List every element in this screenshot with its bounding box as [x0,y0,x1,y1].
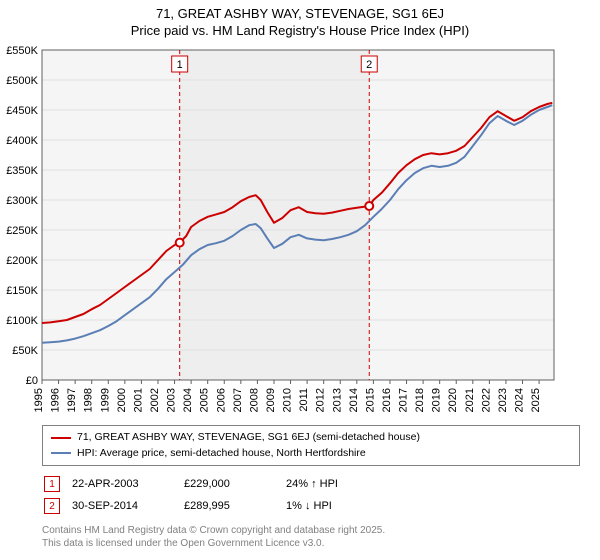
svg-text:2009: 2009 [265,388,277,412]
svg-text:1999: 1999 [99,388,111,412]
sale-date: 30-SEP-2014 [72,496,182,516]
svg-text:£100K: £100K [6,315,38,327]
sale-delta: 24% ↑ HPI [286,474,348,494]
title-line2: Price paid vs. HM Land Registry's House … [0,23,600,40]
footer-attribution: Contains HM Land Registry data © Crown c… [42,524,580,550]
chart-title: 71, GREAT ASHBY WAY, STEVENAGE, SG1 6EJ … [0,0,600,40]
svg-text:2008: 2008 [248,388,260,412]
chart-area: £0 £50K £100K £150K £200K £250K £300K £350K £400… [0,40,600,425]
svg-text:£200K: £200K [6,255,38,267]
svg-text:£400K: £400K [6,135,38,147]
svg-text:1996: 1996 [50,388,62,412]
svg-text:2012: 2012 [315,388,327,412]
legend-swatch [51,437,71,439]
svg-text:2017: 2017 [398,388,410,412]
svg-text:2021: 2021 [464,388,476,412]
svg-text:2018: 2018 [414,388,426,412]
svg-text:2011: 2011 [298,388,310,412]
table-row: 1 22-APR-2003£229,00024% ↑ HPI [44,474,348,494]
svg-text:2007: 2007 [232,388,244,412]
legend: 71, GREAT ASHBY WAY, STEVENAGE, SG1 6EJ … [42,425,580,467]
svg-text:£350K: £350K [6,165,38,177]
svg-text:2000: 2000 [116,388,128,412]
svg-text:2013: 2013 [331,388,343,412]
sale-price: £229,000 [184,474,284,494]
svg-text:2015: 2015 [364,388,376,412]
legend-label: 71, GREAT ASHBY WAY, STEVENAGE, SG1 6EJ … [77,430,420,446]
svg-text:2024: 2024 [514,388,526,412]
svg-text:2019: 2019 [431,388,443,412]
footer-line2: This data is licensed under the Open Gov… [42,537,580,550]
svg-text:2016: 2016 [381,388,393,412]
sale-marker-box: 2 [44,498,60,514]
svg-text:2003: 2003 [166,388,178,412]
svg-text:2010: 2010 [282,388,294,412]
svg-text:£300K: £300K [6,195,38,207]
svg-text:2025: 2025 [530,388,542,412]
svg-text:£0: £0 [26,375,38,387]
svg-text:2014: 2014 [348,388,360,412]
sale-delta: 1% ↓ HPI [286,496,348,516]
svg-text:1995: 1995 [33,388,45,412]
legend-item: HPI: Average price, semi-detached house,… [51,446,571,462]
legend-swatch [51,452,71,454]
svg-text:2001: 2001 [132,388,144,412]
svg-text:2006: 2006 [215,388,227,412]
svg-text:2023: 2023 [497,388,509,412]
svg-text:£450K: £450K [6,105,38,117]
table-row: 2 30-SEP-2014£289,9951% ↓ HPI [44,496,348,516]
sales-table: 1 22-APR-2003£229,00024% ↑ HPI 2 30-SEP-201… [42,472,350,518]
svg-text:£500K: £500K [6,75,38,87]
footer-line1: Contains HM Land Registry data © Crown c… [42,524,580,537]
price-chart: £0 £50K £100K £150K £200K £250K £300K £350K £400… [0,40,560,420]
svg-text:£550K: £550K [6,45,38,57]
svg-text:2022: 2022 [480,388,492,412]
svg-text:1: 1 [177,59,183,71]
legend-label: HPI: Average price, semi-detached house,… [77,446,366,462]
svg-text:2020: 2020 [447,388,459,412]
legend-item: 71, GREAT ASHBY WAY, STEVENAGE, SG1 6EJ … [51,430,571,446]
svg-text:2004: 2004 [182,388,194,412]
svg-text:1998: 1998 [83,388,95,412]
svg-text:2005: 2005 [199,388,211,412]
svg-text:£150K: £150K [6,285,38,297]
svg-text:1997: 1997 [66,388,78,412]
sale-date: 22-APR-2003 [72,474,182,494]
sale-price: £289,995 [184,496,284,516]
svg-text:2002: 2002 [149,388,161,412]
sale-marker-box: 1 [44,476,60,492]
title-line1: 71, GREAT ASHBY WAY, STEVENAGE, SG1 6EJ [0,6,600,23]
svg-text:£250K: £250K [6,225,38,237]
svg-text:£50K: £50K [12,345,38,357]
svg-text:2: 2 [366,59,372,71]
